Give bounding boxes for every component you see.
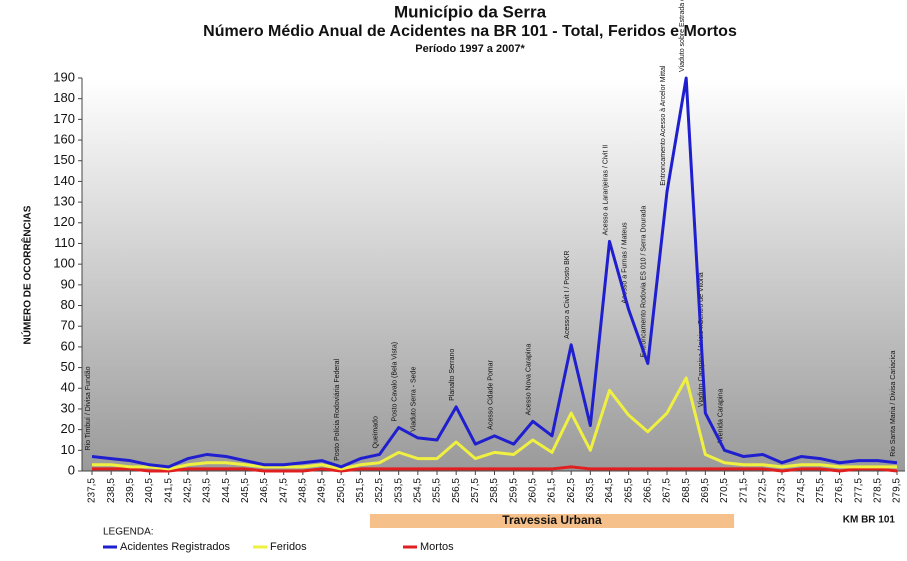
y-tick-label: 60 (61, 338, 75, 353)
y-tick-label: 20 (61, 421, 75, 436)
x-tick-label: 252,5 (374, 478, 385, 503)
x-tick-label: 248,5 (297, 478, 308, 503)
y-tick-label: 170 (53, 111, 75, 126)
x-tick-label: 274,5 (796, 478, 807, 503)
plot-area (82, 78, 905, 471)
annotation: Acesso Nova Carapina (526, 344, 533, 416)
annotation: Rio Santa Maria / Divisa Cariacica (890, 350, 897, 456)
y-tick-label: 30 (61, 400, 75, 415)
legend-label: Feridos (270, 541, 307, 553)
annotation: Viaduto sobre Estrada de Ferro Vitória-M… (679, 0, 686, 72)
legend-label: Mortos (420, 541, 454, 553)
x-tick-label: 245,5 (240, 478, 251, 503)
chart-subtitle: Número Médio Anual de Acidentes na BR 10… (203, 23, 737, 40)
x-tick-label: 268,5 (681, 478, 692, 503)
x-tick-label: 255,5 (432, 478, 443, 503)
x-tick-label: 254,5 (412, 478, 423, 503)
x-tick-label: 241,5 (163, 478, 174, 503)
x-tick-label: 256,5 (451, 478, 462, 503)
x-tick-label: 270,5 (719, 478, 730, 503)
y-tick-label: 150 (53, 152, 75, 167)
chart-title: Município da Serra (394, 2, 547, 21)
y-tick-label: 100 (53, 256, 75, 271)
y-tick-label: 120 (53, 214, 75, 229)
legend-title: LEGENDA: (103, 527, 154, 538)
y-tick-label: 90 (61, 276, 75, 291)
x-tick-label: 251,5 (355, 478, 366, 503)
x-tick-label: 246,5 (259, 478, 270, 503)
annotation: Queimado (372, 416, 379, 448)
y-tick-label: 180 (53, 90, 75, 105)
x-tick-label: 249,5 (317, 478, 328, 503)
y-tick-label: 10 (61, 442, 75, 457)
annotation: Viaduto Serra - Sede (411, 367, 418, 432)
x-tick-label: 265,5 (623, 478, 634, 503)
y-axis-label: NÚMERO DE OCORRÊNCIAS (21, 205, 34, 344)
band-label: Travessia Urbana (502, 513, 602, 527)
x-tick-label: 261,5 (547, 478, 558, 503)
y-tick-label: 190 (53, 69, 75, 84)
legend-label: Acidentes Registrados (120, 541, 231, 553)
x-tick-label: 244,5 (221, 478, 232, 503)
annotation: Rio Timbuí / Divisa Fundão (85, 366, 92, 450)
annotation: Posto Polícia Rodoviária Federal (334, 358, 341, 460)
x-tick-label: 271,5 (738, 478, 749, 503)
annotation: Entroncamento Rodovia ES 010 / Serra Dou… (641, 206, 648, 358)
annotation: Posto Cavalo (Bela Vista) (392, 342, 399, 422)
y-tick-label: 130 (53, 194, 75, 209)
y-tick-label: 140 (53, 173, 75, 188)
x-tick-label: 267,5 (662, 478, 673, 503)
x-tick-label: 259,5 (508, 478, 519, 503)
x-tick-label: 242,5 (182, 478, 193, 503)
x-tick-label: 260,5 (527, 478, 538, 503)
x-tick-label: 253,5 (393, 478, 404, 503)
x-tick-label: 273,5 (777, 478, 788, 503)
annotation: Avenida Carapina (717, 389, 724, 445)
y-tick-label: 70 (61, 318, 75, 333)
series-line (91, 76, 898, 469)
x-tick-label: 258,5 (489, 478, 500, 503)
x-tick-label: 279,5 (892, 478, 903, 503)
annotation: Acesso a Furnas / Mateus (622, 222, 629, 304)
x-tick-label: 263,5 (585, 478, 596, 503)
x-tick-label: 257,5 (470, 478, 481, 503)
annotation: Entroncamento Acesso à Arcelor Mittal (660, 65, 667, 186)
x-tick-label: 276,5 (834, 478, 845, 503)
series-line (92, 465, 898, 473)
x-tick-label: 239,5 (125, 478, 136, 503)
y-tick-label: 40 (61, 380, 75, 395)
series-line (92, 376, 897, 471)
x-tick-label: 266,5 (642, 478, 653, 503)
y-tick-label: 80 (61, 297, 75, 312)
y-tick-label: 110 (54, 235, 75, 250)
x-tick-label: 269,5 (700, 478, 711, 503)
x-tick-label: 264,5 (604, 478, 615, 503)
x-tick-label: 237,5 (87, 478, 98, 503)
y-tick-label: 50 (61, 359, 75, 374)
x-tick-label: 238,5 (106, 478, 117, 503)
x-tick-label: 278,5 (872, 478, 883, 503)
annotation: Acesso a Civit I / Posto BKR (564, 251, 571, 339)
annotation: Acesso a Laranjeiras / Civit II (602, 145, 609, 236)
x-tick-label: 250,5 (336, 478, 347, 503)
x-tick-label: 240,5 (144, 478, 155, 503)
y-tick-label: 0 (68, 462, 75, 477)
annotation: Acesso Cidade Pomar (487, 360, 494, 430)
x-tick-label: 262,5 (566, 478, 577, 503)
chart-period: Período 1997 a 2007* (415, 43, 525, 55)
x-tick-label: 277,5 (853, 478, 864, 503)
x-tick-label: 243,5 (202, 478, 213, 503)
y-tick-label: 160 (53, 131, 75, 146)
x-axis-label: KM BR 101 (843, 515, 896, 526)
annotation: Planalto Serrano (449, 349, 456, 401)
x-tick-label: 275,5 (815, 478, 826, 503)
x-tick-label: 247,5 (278, 478, 289, 503)
x-tick-label: 272,5 (757, 478, 768, 503)
band (369, 514, 735, 528)
